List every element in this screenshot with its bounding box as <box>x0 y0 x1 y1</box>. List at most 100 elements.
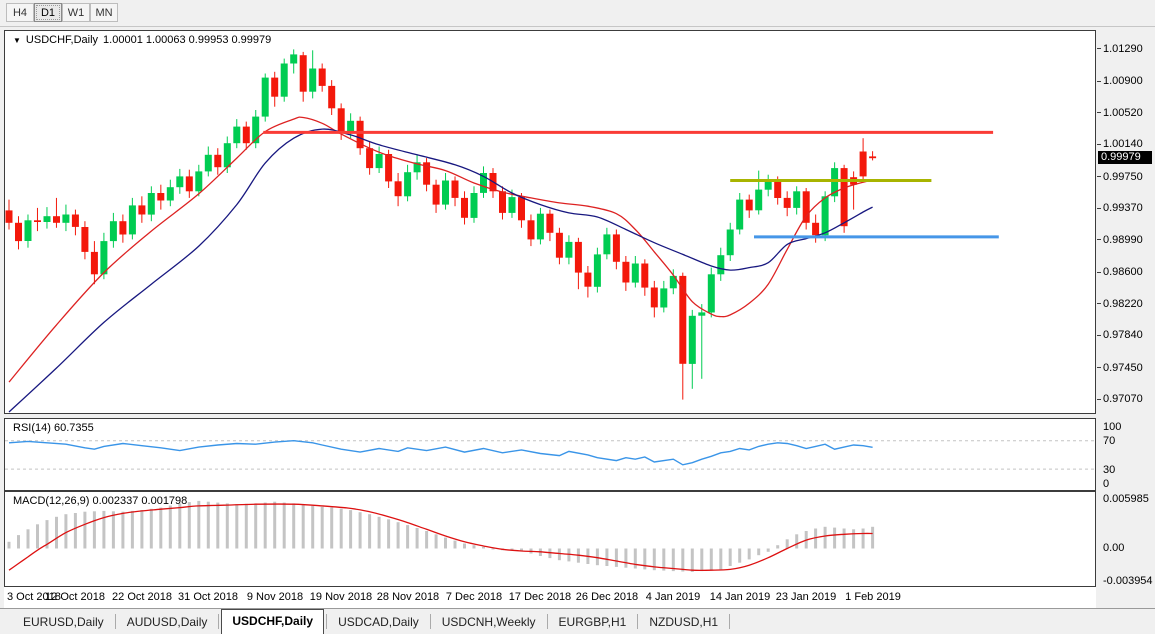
price-axis-label: 1.00140 <box>1103 138 1143 150</box>
macd-histogram-bar <box>292 503 296 549</box>
ma-fast-line[interactable] <box>8 116 873 383</box>
date-label: 1 Feb 2019 <box>845 591 901 603</box>
macd-histogram-bar <box>17 535 20 549</box>
bullish-candle <box>831 168 839 197</box>
bearish-candle <box>53 216 60 223</box>
price-axis-label: 0.98990 <box>1103 234 1143 246</box>
rsi-axis-label: 30 <box>1103 464 1116 476</box>
bearish-candle <box>451 180 459 198</box>
price-chart-panel[interactable]: ▼ USDCHF,Daily 1.00001 1.00063 0.99953 0… <box>4 30 1096 414</box>
macd-histogram-bar <box>339 508 343 549</box>
price-tick <box>1097 303 1101 304</box>
macd-histogram-bar <box>814 528 818 549</box>
bullish-candle <box>764 179 772 190</box>
macd-histogram-bar <box>842 528 846 549</box>
chart-title: ▼ USDCHF,Daily 1.00001 1.00063 0.99953 0… <box>13 34 271 46</box>
bullish-candle <box>698 312 706 316</box>
bearish-candle <box>432 184 440 205</box>
bearish-candle <box>119 221 127 235</box>
macd-histogram-bar <box>225 503 229 549</box>
bearish-candle <box>366 148 374 169</box>
bearish-candle <box>859 151 867 177</box>
macd-histogram-bar <box>520 548 523 551</box>
bearish-candle <box>138 205 146 215</box>
price-tick <box>1097 144 1101 145</box>
bullish-candle <box>252 116 260 144</box>
bearish-candle <box>622 261 630 283</box>
bullish-candle <box>688 315 696 364</box>
bearish-candle <box>90 251 98 275</box>
chart-tab-usdchf-daily[interactable]: USDCHF,Daily <box>221 609 325 634</box>
price-tick <box>1097 239 1101 240</box>
chart-tab-nzdusd-h1[interactable]: NZDUSD,H1 <box>649 615 719 629</box>
price-tick <box>1097 48 1101 49</box>
chart-tab-audusd-daily[interactable]: AUDUSD,Daily <box>126 615 208 629</box>
timeframe-button-h4[interactable]: H4 <box>6 3 34 22</box>
timeframe-button-mn[interactable]: MN <box>90 3 118 22</box>
macd-histogram-bar <box>130 510 134 549</box>
bearish-candle <box>745 199 753 211</box>
macd-chart <box>7 500 875 572</box>
macd-histogram-bar <box>605 548 609 566</box>
macd-histogram-bar <box>301 504 305 549</box>
timeframe-button-d1[interactable]: D1 <box>34 3 62 22</box>
date-label: 7 Dec 2018 <box>445 591 503 603</box>
bullish-candle <box>43 216 51 222</box>
macd-histogram-bar <box>614 548 618 567</box>
date-label: 3 Oct 2018 <box>7 591 61 603</box>
bullish-candle <box>442 180 449 205</box>
chart-tab-usdcad-daily[interactable]: USDCAD,Daily <box>338 615 419 629</box>
chart-tab-eurusd-daily[interactable]: EURUSD,Daily <box>23 615 104 629</box>
macd-histogram-bar <box>482 546 485 549</box>
macd-histogram-bar <box>633 548 637 569</box>
price-axis-label: 0.97840 <box>1103 329 1143 341</box>
rsi-chart <box>5 439 1095 470</box>
macd-histogram-bar <box>652 548 656 571</box>
bullish-candle <box>593 254 601 287</box>
chart-tab-usdcnh-weekly[interactable]: USDCNH,Weekly <box>441 615 536 629</box>
date-label: 22 Oct 2018 <box>112 591 172 603</box>
macd-histogram-bar <box>377 516 381 549</box>
macd-axis-label: 0.00 <box>1103 542 1125 554</box>
chart-tab-eurgbp-h1[interactable]: EURGBP,H1 <box>558 615 627 629</box>
price-axis-label: 1.00900 <box>1103 75 1143 87</box>
macd-histogram-bar <box>102 510 106 549</box>
bullish-candle <box>204 154 212 172</box>
bullish-candle <box>793 191 801 208</box>
bearish-candle <box>869 156 877 159</box>
bullish-candle <box>726 229 734 256</box>
date-label: 4 Jan 2019 <box>645 591 701 603</box>
macd-histogram-bar <box>425 531 429 549</box>
price-tick <box>1097 208 1101 209</box>
macd-panel[interactable]: MACD(12,26,9) 0.002337 0.001798 <box>4 491 1096 587</box>
macd-histogram-bar <box>111 511 115 549</box>
macd-histogram-bar <box>453 540 457 549</box>
bullish-candle <box>100 241 108 275</box>
macd-histogram-bar <box>320 506 324 549</box>
rsi-axis-label: 100 <box>1103 421 1122 433</box>
bullish-candle <box>717 255 725 275</box>
chart-dropdown-triangle-icon[interactable]: ▼ <box>13 35 21 45</box>
bearish-candle <box>81 227 89 252</box>
bearish-candle <box>527 220 535 240</box>
bullish-candle <box>176 176 184 188</box>
bullish-candle <box>565 241 573 258</box>
bullish-candle <box>223 143 231 168</box>
macd-histogram-bar <box>671 548 675 572</box>
macd-histogram-bar <box>852 529 856 549</box>
bullish-candle <box>261 77 269 117</box>
price-tick <box>1097 367 1101 368</box>
date-label: 12 Oct 2018 <box>45 591 105 603</box>
ma-slow-line[interactable] <box>8 128 873 413</box>
macd-histogram-bar <box>73 513 77 549</box>
rsi-panel[interactable]: RSI(14) 60.7355 <box>4 418 1096 491</box>
macd-histogram-bar <box>719 548 723 570</box>
date-label: 31 Oct 2018 <box>178 591 238 603</box>
macd-histogram-bar <box>463 543 466 549</box>
macd-histogram-bar <box>149 508 153 549</box>
date-label: 23 Jan 2019 <box>775 591 837 603</box>
macd-histogram-bar <box>55 516 58 549</box>
bullish-candle <box>347 120 355 134</box>
timeframe-button-w1[interactable]: W1 <box>62 3 90 22</box>
bearish-candle <box>423 162 431 185</box>
